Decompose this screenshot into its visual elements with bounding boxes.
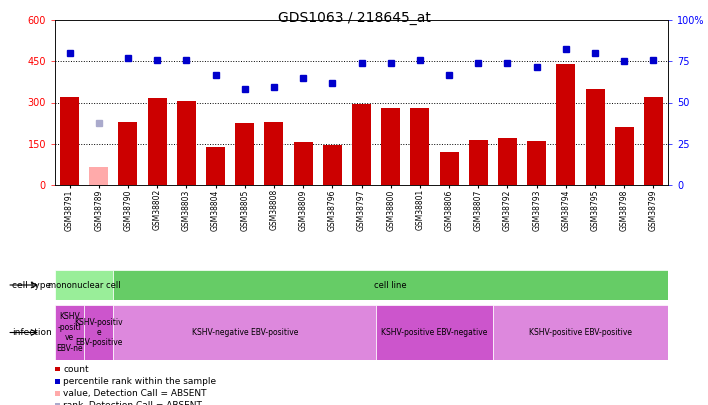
- Text: KSHV-positive EBV-positive: KSHV-positive EBV-positive: [529, 328, 632, 337]
- Bar: [60, 97, 79, 185]
- Bar: [556, 64, 576, 185]
- Bar: [148, 98, 166, 185]
- Bar: [376, 305, 493, 360]
- Bar: [265, 122, 283, 185]
- Bar: [177, 101, 196, 185]
- Bar: [381, 108, 400, 185]
- Text: KSHV
-positi
ve
EBV-ne: KSHV -positi ve EBV-ne: [56, 312, 83, 353]
- Text: mononuclear cell: mononuclear cell: [48, 281, 120, 290]
- Text: cell line: cell line: [375, 281, 407, 290]
- Bar: [55, 305, 84, 360]
- Text: KSHV-positive EBV-negative: KSHV-positive EBV-negative: [382, 328, 488, 337]
- Text: percentile rank within the sample: percentile rank within the sample: [64, 377, 217, 386]
- Text: KSHV-negative EBV-positive: KSHV-negative EBV-positive: [192, 328, 298, 337]
- Bar: [586, 89, 605, 185]
- Bar: [411, 108, 429, 185]
- Text: cell type: cell type: [12, 281, 52, 290]
- Bar: [615, 127, 634, 185]
- Bar: [89, 167, 108, 185]
- Bar: [235, 123, 254, 185]
- Bar: [84, 305, 113, 360]
- Text: GDS1063 / 218645_at: GDS1063 / 218645_at: [278, 11, 430, 26]
- Bar: [294, 143, 313, 185]
- Bar: [55, 270, 113, 300]
- Text: KSHV-positiv
e
EBV-positive: KSHV-positiv e EBV-positive: [74, 318, 123, 347]
- Bar: [113, 305, 376, 360]
- Text: infection: infection: [12, 328, 52, 337]
- Bar: [206, 147, 225, 185]
- Text: value, Detection Call = ABSENT: value, Detection Call = ABSENT: [64, 389, 207, 398]
- Bar: [440, 152, 459, 185]
- Bar: [493, 305, 668, 360]
- Bar: [323, 145, 342, 185]
- Text: count: count: [64, 364, 89, 373]
- Bar: [118, 122, 137, 185]
- Bar: [498, 138, 517, 185]
- Bar: [527, 141, 546, 185]
- Bar: [469, 140, 488, 185]
- Bar: [352, 104, 371, 185]
- Text: rank, Detection Call = ABSENT: rank, Detection Call = ABSENT: [64, 401, 202, 405]
- Bar: [644, 97, 663, 185]
